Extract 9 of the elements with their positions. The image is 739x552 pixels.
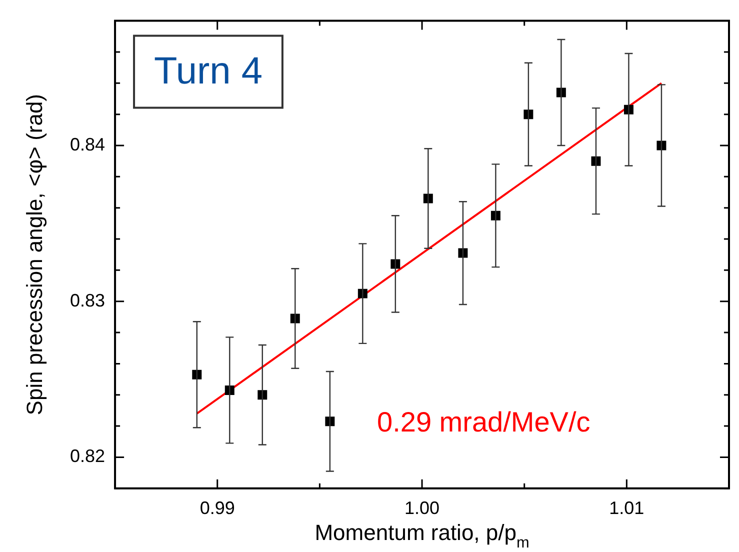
y-tick-label: 0.83 xyxy=(70,290,106,310)
x-tick-label: 1.00 xyxy=(404,498,440,518)
annotation: 0.29 mrad/MeV/c xyxy=(377,406,590,438)
x-tick-label: 1.01 xyxy=(609,498,644,518)
y-axis-title: Spin precession angle, <φ> (rad) xyxy=(22,94,47,416)
y-tick-label: 0.82 xyxy=(70,446,106,466)
x-tick-label: 0.99 xyxy=(200,498,235,518)
y-tick-label: 0.84 xyxy=(70,134,106,154)
annotation: Turn 4 xyxy=(154,50,262,92)
